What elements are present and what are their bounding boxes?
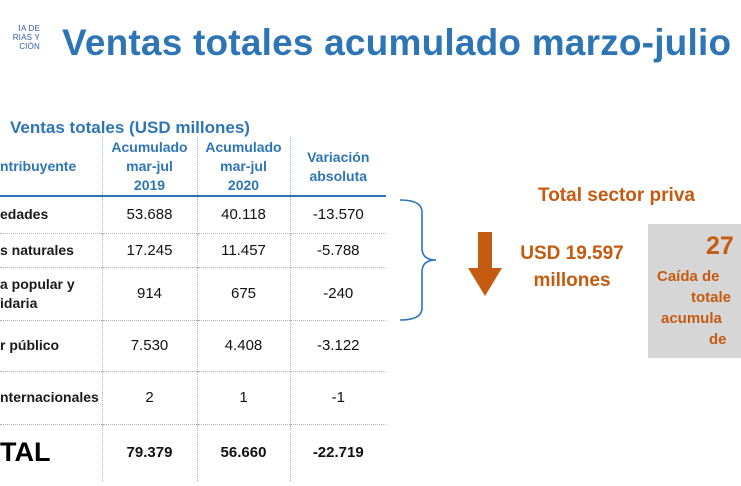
row-value-2020: 675 xyxy=(196,266,290,320)
total-2019: 79.379 xyxy=(101,423,197,481)
percent-description: Caída de totale acumula de xyxy=(657,268,732,348)
row-value-2020: 1 xyxy=(196,370,290,424)
table-total-row: TAL 79.379 56.660 -22.719 xyxy=(0,423,386,481)
table-caption: Ventas totales (USD millones) xyxy=(10,118,250,137)
logo-line: IA DE xyxy=(18,24,40,33)
row-category: a popular y idaria xyxy=(0,266,102,320)
row-value-2020: 4.408 xyxy=(196,319,290,371)
table-row: a popular y idaria 914 675 -240 xyxy=(0,266,386,320)
table-row: nternacionales 2 1 -1 xyxy=(0,370,386,424)
row-value-2020: 11.457 xyxy=(196,232,290,267)
header-2020: Acumulado mar-jul 2020 xyxy=(196,136,290,197)
right-brace-icon xyxy=(399,199,437,321)
row-variation: -1 xyxy=(289,370,386,424)
total-label: TAL xyxy=(0,423,102,481)
page-title: Ventas totales acumulado marzo-julio xyxy=(62,22,732,63)
row-variation: -5.788 xyxy=(289,232,386,267)
header-category: ntribuyente xyxy=(0,136,102,197)
total-2020: 56.660 xyxy=(196,423,290,481)
row-value-2019: 2 xyxy=(101,370,197,424)
row-category: s naturales xyxy=(0,232,102,267)
row-category: r público xyxy=(0,319,102,371)
table-row: edades 53.688 40.118 -13.570 xyxy=(0,195,386,233)
percent-value: 27 xyxy=(706,232,734,260)
row-category: nternacionales xyxy=(0,370,102,424)
private-sector-title: Total sector priva xyxy=(538,185,695,206)
row-value-2019: 17.245 xyxy=(101,232,197,267)
sales-table: ntribuyente Acumulado mar-jul 2019 Acumula… xyxy=(0,136,386,481)
row-variation: -3.122 xyxy=(289,319,386,371)
logo: IA DE RIAS Y CIÓN xyxy=(0,24,40,51)
row-variation: -240 xyxy=(289,266,386,320)
logo-line: CIÓN xyxy=(19,42,40,51)
row-variation: -13.570 xyxy=(289,195,386,233)
row-value-2019: 7.530 xyxy=(101,319,197,371)
row-value-2019: 53.688 xyxy=(101,195,197,233)
table-header-row: ntribuyente Acumulado mar-jul 2019 Acumula… xyxy=(0,136,386,197)
down-arrow-icon xyxy=(468,232,502,296)
logo-line: RIAS Y xyxy=(12,33,40,42)
row-value-2020: 40.118 xyxy=(196,195,290,233)
row-value-2019: 914 xyxy=(101,266,197,320)
decrease-amount: USD 19.597 millones xyxy=(520,243,624,291)
table-row: r público 7.530 4.408 -3.122 xyxy=(0,319,386,371)
header-2019: Acumulado mar-jul 2019 xyxy=(101,136,197,197)
total-variation: -22.719 xyxy=(289,423,386,481)
table-row: s naturales 17.245 11.457 -5.788 xyxy=(0,232,386,267)
row-category: edades xyxy=(0,195,102,233)
percent-box: 27 Caída de totale acumula de xyxy=(648,224,741,358)
header-variation: Variación absoluta xyxy=(289,136,386,197)
